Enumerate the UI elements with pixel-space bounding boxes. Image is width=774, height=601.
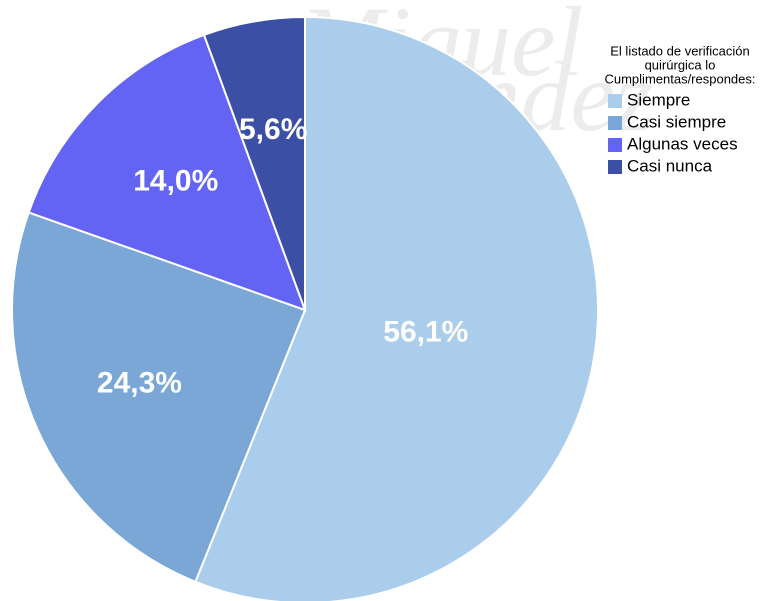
pie-slice (27, 33, 307, 312)
data-label: 56,1% (383, 315, 468, 348)
legend-title: El listado de verificación (610, 43, 749, 58)
legend-title: Cumplimentas/respondes: (604, 71, 755, 86)
data-label: 5,6% (239, 113, 307, 146)
legend-label: Siempre (627, 90, 690, 109)
legend-label: Casi nunca (627, 156, 713, 175)
legend-label: Casi siempre (627, 112, 726, 131)
pie-slice (194, 15, 599, 601)
legend-swatch (608, 116, 622, 130)
data-label: 24,3% (97, 367, 182, 400)
legend-swatch (608, 94, 622, 108)
legend-label: Algunas veces (627, 134, 738, 153)
pie-slice (202, 15, 306, 311)
legend-title: quirúrgica lo (645, 57, 716, 72)
legend-swatch (608, 138, 622, 152)
legend-swatch (608, 160, 622, 174)
pie-slice (11, 211, 307, 584)
data-label: 14,0% (133, 164, 218, 197)
